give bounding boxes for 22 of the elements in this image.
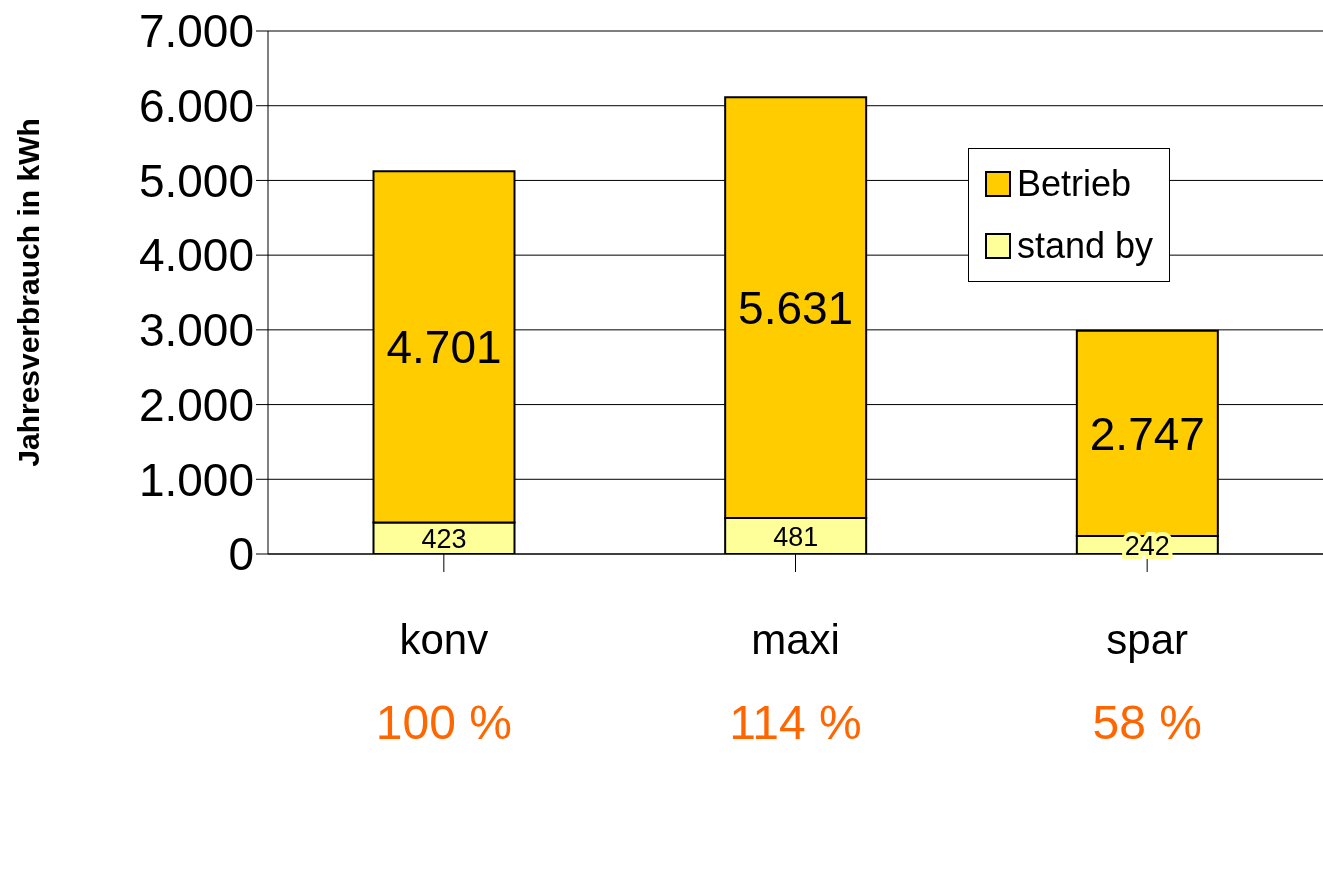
y-tick-label: 1.000 [138, 453, 254, 506]
y-tick-label: 2.000 [138, 378, 254, 431]
data-label: 481 [773, 521, 819, 552]
y-tick-label: 6.000 [138, 80, 254, 133]
y-tick-label: 0 [228, 528, 254, 581]
data-label: 2.747 [1089, 407, 1205, 460]
x-tick-label: spar [1106, 616, 1189, 663]
y-tick-label: 7.000 [138, 5, 254, 58]
text: 100 % [375, 696, 512, 749]
y-tick-label: 5.000 [138, 154, 254, 207]
legend-label: stand by [1017, 225, 1154, 267]
data-label: 5.631 [738, 282, 854, 335]
y-axis-title: Jahresverbrauch in kWh [11, 118, 45, 467]
x-tick-label: konv [399, 616, 489, 663]
text: 114 % [729, 696, 862, 749]
text: 58 % [1092, 696, 1202, 749]
legend-label: Betrieb [1017, 163, 1132, 205]
y-tick-label: 3.000 [138, 304, 254, 357]
data-label: 4.701 [386, 321, 502, 374]
y-tick-label: 4.000 [138, 229, 254, 282]
x-tick-label: maxi [751, 616, 840, 663]
data-label: 423 [421, 523, 467, 554]
